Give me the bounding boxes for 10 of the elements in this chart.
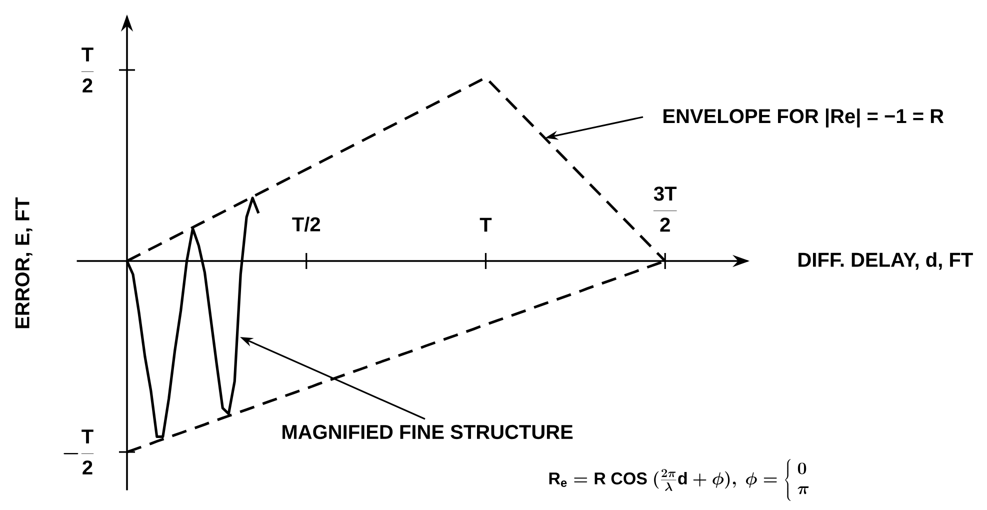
annotation: ENVELOPE FOR |Re| = −1 = R — [664, 108, 944, 128]
x-tick-label: $\mathrm{\frac{3T}{2}}$ — [653, 186, 677, 232]
text: DIFF. DELAY, d, FT — [798, 252, 973, 270]
annotation: MAGNIFIED FINE STRUCTURE — [282, 424, 573, 440]
x-tick-label: T/2 — [292, 216, 320, 232]
text: $\mathrm{\frac{T}{2}}$ — [81, 48, 94, 92]
text: $-\mathrm{\frac{T}{2}}$ — [64, 430, 94, 474]
y-axis-title: ERROR, E, FT — [15, 197, 32, 328]
x-tick-label: T — [480, 218, 492, 232]
text: $\mathrm{R}_{\mathrm{e}} = \mathrm{R\ COS}\ (\frac{2\pi}{\lambda}\mathrm{d} + \phi),\ \phi = \left\{\begin{array}{l}0\\ \pi\end{array}\right.$ — [549, 459, 809, 501]
